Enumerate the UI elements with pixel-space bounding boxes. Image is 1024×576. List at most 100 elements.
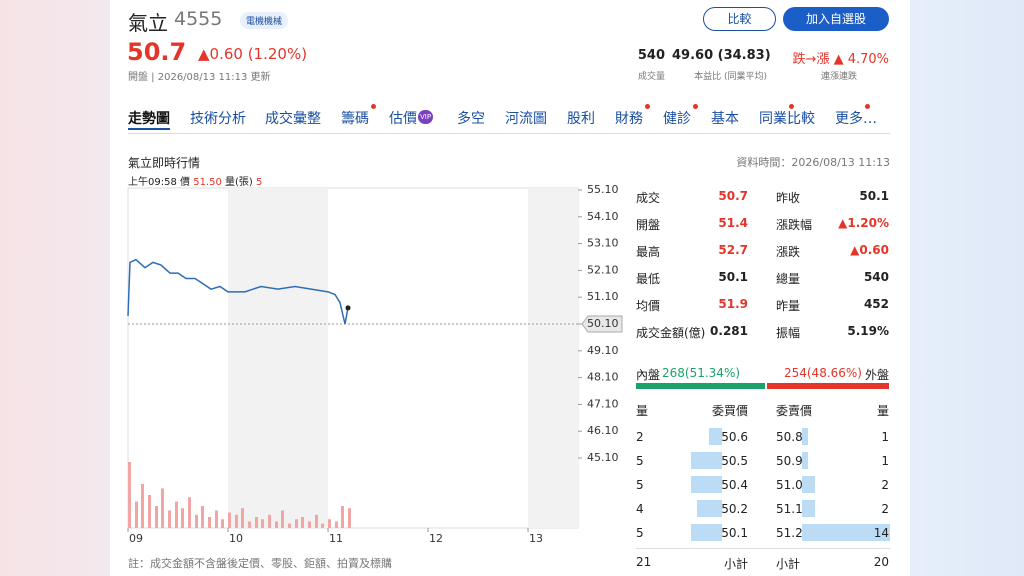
volume-bar <box>281 510 284 528</box>
summary-label: 昨量 <box>776 299 801 313</box>
inner-text: 268(51.34%) <box>662 366 741 380</box>
tab[interactable]: 多空 <box>457 111 485 127</box>
ask-bar <box>802 452 809 469</box>
tab[interactable]: 技術分析 <box>190 111 246 127</box>
compare-button[interactable]: 比較 <box>703 7 776 31</box>
bid-price: 50.5 <box>721 454 748 468</box>
summary-value: 0.281 <box>710 324 748 338</box>
ask-qty: 1 <box>881 454 889 468</box>
bid-bar <box>690 524 722 541</box>
stat-value: 跌→漲 ▲ 4.70% <box>792 52 889 67</box>
stock-code: 4555 <box>174 8 223 30</box>
tab[interactable]: 估價 <box>389 111 417 127</box>
summary-label: 最低 <box>636 272 661 286</box>
notify-dot <box>645 104 650 109</box>
ask-price: 51.2 <box>776 526 803 540</box>
ask-bar <box>802 500 815 517</box>
summary-value: 540 <box>863 270 889 284</box>
total-label: 小計 <box>776 557 801 571</box>
volume-bar <box>228 512 231 528</box>
volume-bar <box>248 521 251 528</box>
bid-price: 50.2 <box>721 502 748 516</box>
book-header: 量 <box>636 404 649 418</box>
ask-bar <box>802 476 815 493</box>
stat-label: 本益比 (同業平均) <box>694 72 767 82</box>
volume-bar <box>148 495 151 528</box>
tab[interactable]: 走勢圖 <box>128 111 170 127</box>
y-tick-label: 55.10 <box>587 183 619 196</box>
summary-label: 漲跌幅 <box>776 218 813 232</box>
stat-label: 成交量 <box>637 72 665 82</box>
hour-band <box>528 188 578 528</box>
tab[interactable]: 成交彙整 <box>265 111 321 127</box>
tab[interactable]: 股利 <box>567 111 595 127</box>
volume-bar <box>215 510 218 528</box>
volume-bar <box>261 519 264 528</box>
volume-bar <box>348 508 351 528</box>
y-tick-label: 53.10 <box>587 237 619 250</box>
volume-bar <box>128 462 131 528</box>
tab[interactable]: 健診 <box>663 111 691 127</box>
summary-value: 452 <box>863 297 889 311</box>
tab[interactable]: 籌碼 <box>341 111 369 127</box>
bid-qty: 5 <box>636 478 644 492</box>
tab[interactable]: 同業比較 <box>759 111 815 127</box>
ask-bar <box>802 524 890 541</box>
divider <box>128 133 890 134</box>
total-label: 小計 <box>723 557 748 571</box>
volume-bar <box>275 521 278 528</box>
last-price-dot <box>345 305 351 311</box>
summary-label: 總量 <box>776 272 801 286</box>
volume-bar <box>321 523 324 528</box>
summary-label: 均價 <box>636 299 661 313</box>
tab[interactable]: 基本 <box>711 111 739 127</box>
x-tick-label: 12 <box>429 532 443 545</box>
x-tick-label: 11 <box>329 532 343 545</box>
active-tab-underline <box>128 128 170 130</box>
stat-label: 連漲連跌 <box>820 72 857 82</box>
summary-label: 漲跌 <box>776 245 801 259</box>
volume-bar <box>241 508 244 528</box>
volume-bar <box>161 488 164 528</box>
ask-bar <box>802 428 809 445</box>
volume-bar <box>141 484 144 528</box>
tab[interactable]: 財務 <box>615 111 643 127</box>
notify-dot <box>789 104 794 109</box>
outer-text: 254(48.66%) <box>783 366 862 380</box>
cursor-volume: 5 <box>256 177 263 188</box>
summary-value: 52.7 <box>718 243 748 257</box>
volume-bar <box>135 501 138 528</box>
bid-price: 50.6 <box>721 430 748 444</box>
plot-frame <box>127 187 579 529</box>
ask-price: 50.8 <box>776 430 803 444</box>
book-header: 委買價 <box>711 404 748 418</box>
book-header: 委賣價 <box>776 404 813 418</box>
intraday-chart: 09 10 11 12 13 55.10 54.10 53.10 52.10 51.10 50.10… <box>127 183 623 545</box>
volume-bar <box>315 514 318 528</box>
ask-qty: 2 <box>881 502 889 516</box>
tab[interactable]: 河流圖 <box>505 111 547 127</box>
volume-bar <box>301 517 304 528</box>
y-tick-label: 54.10 <box>587 210 619 223</box>
reference-tag <box>581 315 623 333</box>
bid-qty: 4 <box>636 502 644 516</box>
footnote: 註：成交金額不含盤後定價、零股、鉅額、拍賣及標購 <box>128 557 392 570</box>
summary-value: 50.1 <box>859 189 889 203</box>
y-tick-label: 48.10 <box>587 371 619 384</box>
cursor-volume-label: 量(張) <box>225 177 253 188</box>
volume-bar <box>341 506 344 528</box>
volume-bar <box>168 510 171 528</box>
bid-qty: 2 <box>636 430 644 444</box>
ask-qty: 2 <box>881 478 889 492</box>
section-title: 氣立即時行情 <box>128 156 201 170</box>
cursor-time: 上午09:58 <box>128 177 177 188</box>
watchlist-button[interactable]: 加入自選股 <box>783 7 889 31</box>
bid-price: 50.1 <box>721 526 748 540</box>
volume-bar <box>255 517 258 528</box>
volume-bar <box>235 514 238 528</box>
hour-band <box>228 188 328 528</box>
industry-tag[interactable]: 電機機械 <box>240 12 289 29</box>
volume-bar <box>188 497 191 528</box>
tab[interactable]: 更多… <box>835 111 877 127</box>
